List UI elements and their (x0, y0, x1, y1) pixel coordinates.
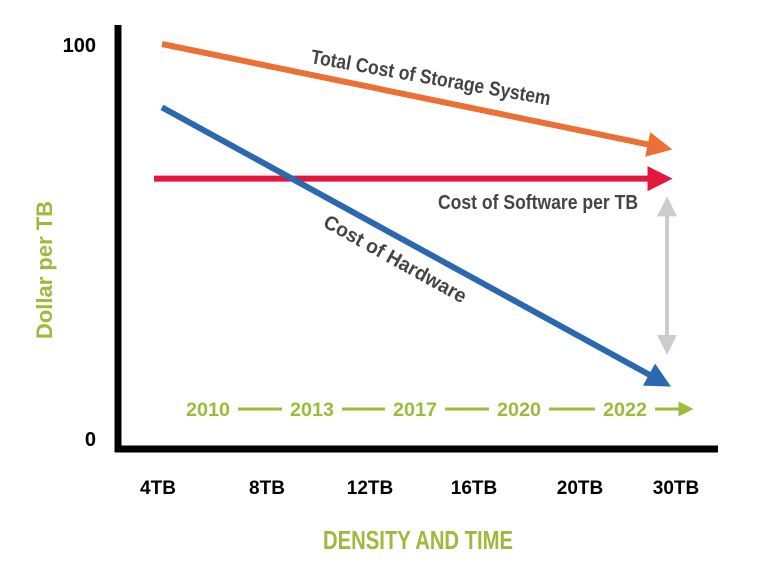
series-line-hardware-cost (160, 104, 672, 387)
timeline-year-label: 2020 (497, 400, 541, 421)
x-tick-label: 4TB (140, 478, 176, 499)
timeline-year-label: 2017 (393, 400, 437, 421)
timeline-year-label: 2010 (186, 400, 230, 421)
timeline: 2010 2013 2017 2020 2022 (186, 400, 694, 421)
timeline-year-label: 2013 (290, 400, 334, 421)
x-tick-label: 12TB (347, 478, 393, 499)
x-tick-labels: 4TB 8TB 12TB 16TB 20TB 30TB (140, 478, 699, 499)
x-axis-title: DENSITY AND TIME (323, 525, 513, 555)
series-label-software-cost: Cost of Software per TB (438, 192, 638, 214)
x-tick-label: 16TB (451, 478, 497, 499)
y-tick-label-min: 0 (85, 429, 96, 451)
x-tick-label: 8TB (249, 478, 285, 499)
y-axis-title: Dollar per TB (32, 201, 57, 339)
x-tick-label: 30TB (653, 478, 699, 499)
series-line-total-cost (161, 41, 673, 157)
series-label-hardware-cost: Cost of Hardware (320, 211, 471, 308)
y-tick-label-max: 100 (63, 35, 96, 57)
timeline-year-label: 2022 (603, 400, 647, 421)
x-tick-label: 20TB (557, 478, 603, 499)
